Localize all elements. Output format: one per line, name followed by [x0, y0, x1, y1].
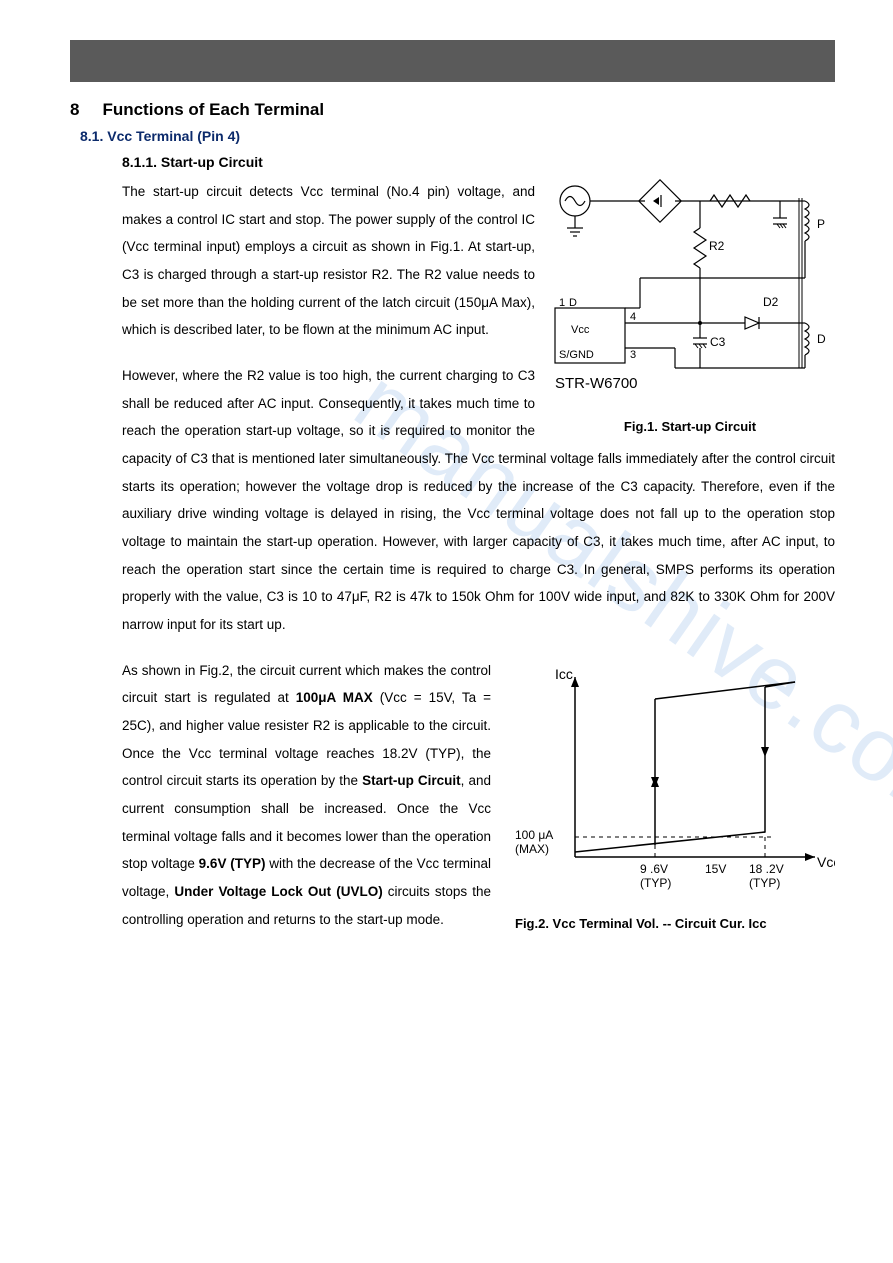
subsection-title: Vcc Terminal (Pin 4)	[107, 128, 240, 144]
label-R2: R2	[709, 239, 725, 253]
subsection-heading: 8.1. Vcc Terminal (Pin 4)	[70, 128, 835, 144]
fig2-xt2: 18 .2V	[749, 862, 784, 876]
label-Vcc: Vcc	[571, 324, 590, 336]
section-title: Functions of Each Terminal	[102, 100, 324, 119]
subsection-number: 8.1.	[80, 128, 103, 144]
fig2-ymarker2: (MAX)	[515, 842, 549, 856]
figure-2-caption: Fig.2. Vcc Terminal Vol. -- Circuit Cur.…	[505, 916, 835, 931]
paragraph-2: As shown in Fig.2, the circuit current w…	[122, 657, 491, 934]
header-bar	[70, 40, 835, 82]
figure-1: P R2 D2 D	[545, 178, 835, 434]
label-SGND: S/GND	[559, 349, 594, 361]
vcc-icc-graph: Icc Vcc 100 μA (MAX) 9 .6V (TYP) 15V 18 …	[505, 657, 835, 907]
fig2-ylabel: Icc	[555, 666, 573, 682]
startup-circuit-diagram: P R2 D2 D	[545, 178, 835, 408]
p2-b1: 100μA MAX	[296, 690, 373, 705]
fig2-xt1: 15V	[705, 862, 726, 876]
subsubsection-heading: 8.1.1. Start-up Circuit	[70, 154, 835, 170]
section-number: 8	[70, 100, 98, 120]
subsubsection-title: Start-up Circuit	[161, 154, 263, 170]
label-P: P	[817, 217, 825, 231]
figure-2: Icc Vcc 100 μA (MAX) 9 .6V (TYP) 15V 18 …	[505, 657, 835, 931]
label-Dpin: D	[569, 297, 577, 309]
body-block: P R2 D2 D	[70, 178, 835, 951]
fig2-xt0s: (TYP)	[640, 876, 671, 890]
section-heading: 8 Functions of Each Terminal	[70, 100, 835, 120]
label-pin4: 4	[630, 311, 636, 323]
figure-1-caption: Fig.1. Start-up Circuit	[545, 419, 835, 434]
fig2-xlabel: Vcc	[817, 854, 835, 870]
label-D-wind: D	[817, 332, 826, 346]
fig2-xt0: 9 .6V	[640, 862, 668, 876]
label-D2: D2	[763, 295, 779, 309]
chip-label: STR-W6700	[555, 375, 638, 392]
p2-b2: Start-up Circuit	[362, 773, 461, 788]
fig2-ymarker: 100 μA	[515, 828, 553, 842]
label-pin1: 1	[559, 297, 565, 309]
label-pin3: 3	[630, 349, 636, 361]
fig2-xt2s: (TYP)	[749, 876, 780, 890]
document-page: 8 Functions of Each Terminal 8.1. Vcc Te…	[0, 0, 893, 1011]
p2-b3: 9.6V (TYP)	[199, 856, 266, 871]
p2-b4: Under Voltage Lock Out (UVLO)	[174, 884, 382, 899]
label-C3: C3	[710, 335, 726, 349]
subsubsection-number: 8.1.1.	[122, 154, 157, 170]
row-2: As shown in Fig.2, the circuit current w…	[122, 657, 835, 952]
